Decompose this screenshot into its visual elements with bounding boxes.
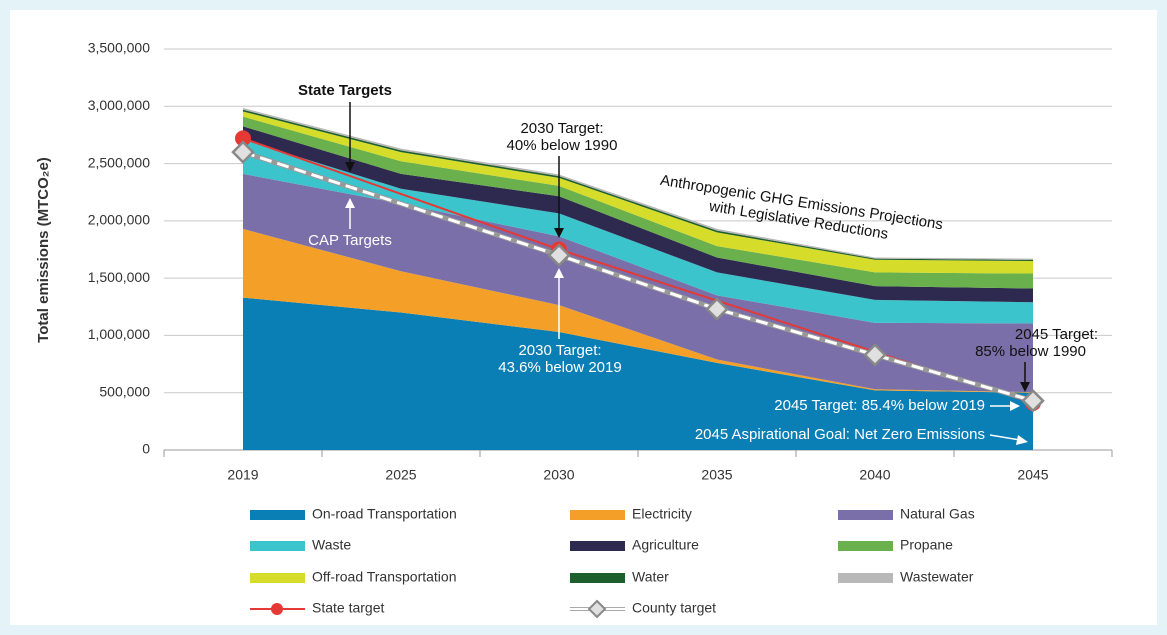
y-tick-label: 2,000,000: [88, 212, 150, 228]
legend-item: Wastewater: [838, 569, 974, 585]
legend-swatch: [570, 541, 625, 551]
annotation: 40% below 1990: [507, 137, 618, 154]
legend-item: Natural Gas: [838, 506, 975, 522]
marker: [231, 140, 255, 164]
plot: 0 500,000 1,000,000 1,500,000 2,000,000 2,500…: [88, 40, 1113, 619]
legend-swatch: [250, 510, 305, 520]
marker: [1021, 388, 1045, 413]
line: [242, 150, 1034, 403]
y-tick-label: 3,000,000: [88, 97, 150, 113]
legend-swatch: [838, 573, 893, 583]
y-axis-label: Total emissions (MTCO₂e): [35, 157, 52, 343]
legend-label: Off-road Transportation: [312, 569, 456, 585]
annotation: State Targets: [298, 82, 392, 99]
y-tick-label: 2,500,000: [88, 154, 150, 170]
legend-label: Water: [632, 569, 669, 585]
legend-swatch: [838, 541, 893, 551]
annotation: 2030 Target:: [518, 342, 601, 359]
legend-label: Wastewater: [900, 569, 974, 585]
legend-label: Waste: [312, 537, 351, 553]
legend-label: On-road Transportation: [312, 506, 457, 522]
y-tick-label: 0: [142, 441, 150, 457]
x-tick-label: 2025: [385, 467, 416, 483]
marker: [235, 130, 251, 147]
annotation: 2045 Target:: [1015, 326, 1098, 343]
annotation: 2045 Aspirational Goal: Net Zero Emissio…: [695, 426, 985, 443]
arrowhead: [1016, 435, 1028, 445]
legend-item: Agriculture: [570, 537, 699, 553]
legend-item: On-road Transportation: [250, 506, 457, 522]
arrowhead: [345, 198, 355, 208]
y-tick-label: 1,000,000: [88, 326, 150, 342]
arrowhead: [554, 268, 564, 278]
x-tick-label: 2019: [227, 467, 258, 483]
area: [243, 139, 1033, 324]
legend-swatch: [838, 510, 893, 520]
legend-label: Electricity: [632, 506, 692, 522]
legend-label: Agriculture: [632, 537, 699, 553]
legend-swatch: [250, 541, 305, 551]
annotation: 85% below 1990: [975, 343, 1086, 360]
legend-item: Electricity: [570, 506, 692, 522]
y-tick-label: 1,500,000: [88, 269, 150, 285]
legend-label: Natural Gas: [900, 506, 975, 522]
marker: [547, 243, 571, 267]
y-tick-label: 500,000: [99, 383, 150, 399]
annotation: CAP Targets: [308, 232, 392, 249]
legend-swatch: [570, 573, 625, 583]
area: [243, 297, 1033, 450]
x-tick-label: 2030: [543, 467, 574, 483]
legend-item: Water: [570, 569, 669, 585]
legend-marker: [587, 599, 607, 619]
legend-swatch: [250, 573, 305, 583]
x-tick-label: 2045: [1017, 467, 1048, 483]
legend-item: Propane: [838, 537, 953, 553]
legend-item: County target: [570, 599, 716, 619]
y-tick-label: 3,500,000: [88, 40, 150, 56]
arrow: [989, 434, 1021, 441]
legend-marker: [271, 603, 283, 615]
legend-item: Waste: [250, 537, 351, 553]
arrowhead: [1020, 382, 1030, 392]
annotation: 2045 Target: 85.4% below 2019: [774, 397, 985, 414]
legend-label: Propane: [900, 537, 953, 553]
marker: [705, 297, 729, 321]
arrowhead: [554, 228, 564, 238]
legend-label: State target: [312, 600, 384, 616]
area: [243, 228, 1033, 393]
arrowhead: [1010, 401, 1020, 411]
arrowhead: [345, 162, 355, 172]
marker: [863, 343, 887, 367]
annotation: 43.6% below 2019: [498, 359, 621, 376]
legend-label: County target: [632, 600, 716, 616]
legend-item: State target: [250, 600, 384, 616]
x-tick-label: 2035: [701, 467, 732, 483]
x-tick-label: 2040: [859, 467, 890, 483]
legend-swatch: [570, 510, 625, 520]
annotation: 2030 Target:: [520, 120, 603, 137]
legend-item: Off-road Transportation: [250, 569, 456, 585]
